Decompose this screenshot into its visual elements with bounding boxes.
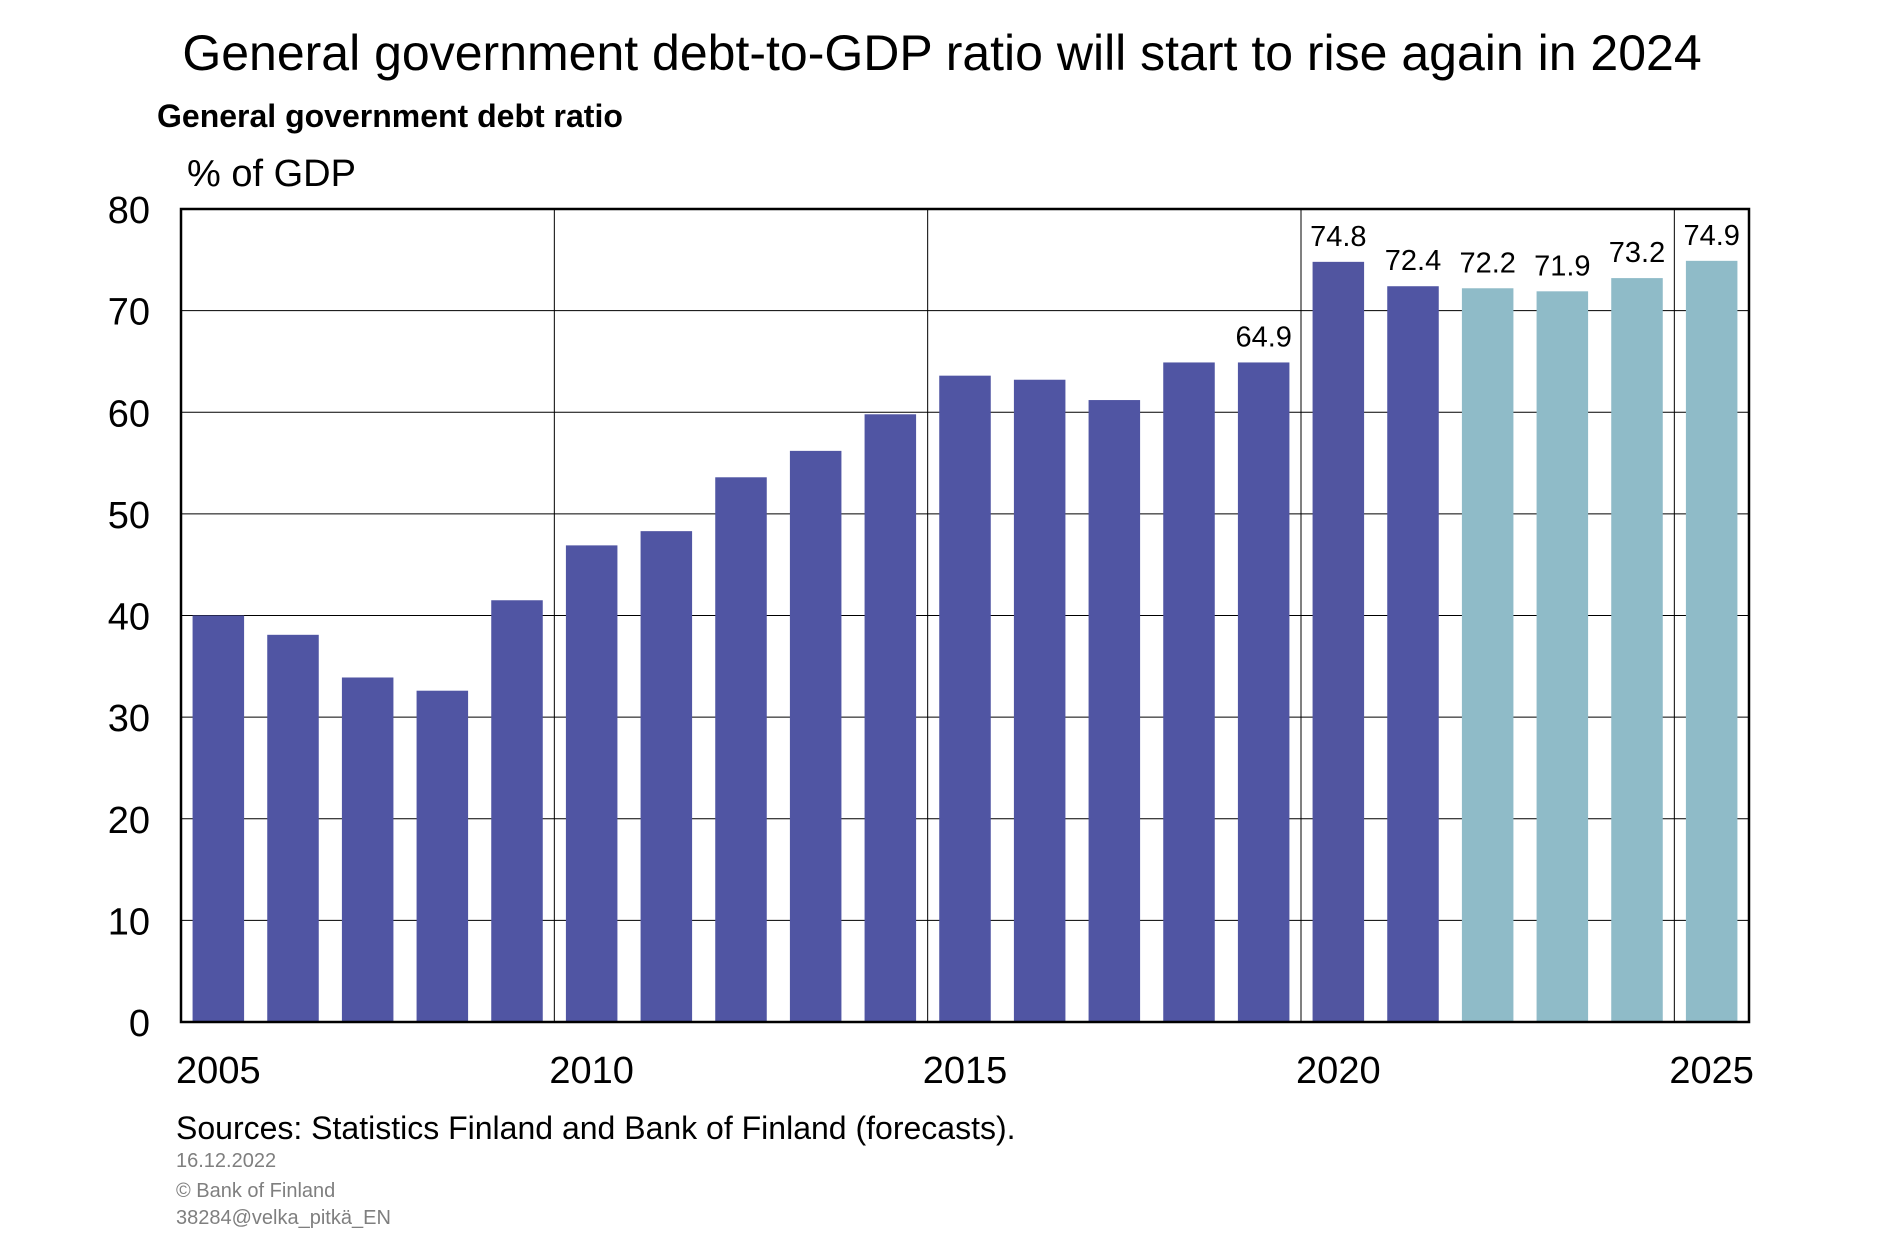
chart-subtitle: General government debt ratio	[157, 98, 623, 134]
y-tick-label: 40	[108, 597, 150, 639]
data-label-2024: 73.2	[1609, 237, 1665, 269]
data-label-2023: 71.9	[1534, 250, 1590, 282]
x-tick-label: 2010	[549, 1050, 634, 1092]
source-note: Sources: Statistics Finland and Bank of …	[176, 1110, 1016, 1146]
bar-2012	[715, 477, 767, 1022]
y-axis-unit-label: % of GDP	[187, 153, 356, 195]
y-tick-label: 0	[129, 1003, 150, 1045]
bar-2018	[1163, 362, 1215, 1022]
bar-2015	[939, 375, 991, 1022]
bar-2017	[1088, 400, 1141, 1022]
bar-2010	[565, 545, 618, 1022]
y-tick-label: 30	[108, 698, 150, 740]
bar-2023	[1536, 291, 1589, 1022]
bar-2009	[491, 600, 543, 1022]
y-tick-label: 70	[108, 292, 150, 334]
bar-2019	[1237, 362, 1290, 1022]
y-tick-label: 80	[108, 190, 150, 232]
bar-2005	[192, 615, 245, 1022]
y-tick-label: 50	[108, 495, 150, 537]
data-label-2020: 74.8	[1310, 221, 1366, 253]
bar-2013	[789, 450, 842, 1022]
data-label-2019: 64.9	[1235, 321, 1291, 353]
plot-frame	[179, 207, 1751, 1024]
data-label-2022: 72.2	[1459, 247, 1515, 279]
publication-date: 16.12.2022	[176, 1150, 277, 1172]
x-tick-label: 2015	[923, 1050, 1008, 1092]
chart-code: 38284@velka_pitkä_EN	[176, 1207, 391, 1229]
data-label-2021: 72.4	[1385, 245, 1441, 277]
bar-2020	[1312, 261, 1365, 1023]
y-tick-label: 10	[108, 901, 150, 943]
y-tick-label: 20	[108, 800, 150, 842]
bar-2025	[1685, 260, 1738, 1022]
bar-2014	[864, 414, 917, 1023]
copyright-note: © Bank of Finland	[176, 1180, 336, 1202]
bar-2016	[1013, 379, 1066, 1023]
bar-2008	[416, 690, 469, 1022]
x-tick-label: 2020	[1296, 1050, 1381, 1092]
data-labels: 64.9 74.8 72.4 72.2 71.9 73.2 74.9	[1235, 220, 1739, 354]
y-tick-label: 60	[108, 393, 150, 435]
bar-2024	[1611, 278, 1663, 1023]
bar-2007	[341, 677, 394, 1022]
bar-2021	[1387, 286, 1439, 1022]
bar-2011	[640, 531, 693, 1022]
bar-2022	[1461, 288, 1514, 1023]
page-title: General government debt-to-GDP ratio wil…	[182, 25, 1702, 81]
x-tick-label: 2025	[1669, 1050, 1754, 1092]
data-label-2025: 74.9	[1683, 220, 1739, 252]
bars	[192, 260, 1738, 1023]
axes: 0 10 20 30 40 50 60 70 80 2005 2010 2015 2020 2025	[108, 190, 1754, 1092]
x-tick-label: 2005	[176, 1050, 261, 1092]
bar-2006	[267, 634, 319, 1022]
